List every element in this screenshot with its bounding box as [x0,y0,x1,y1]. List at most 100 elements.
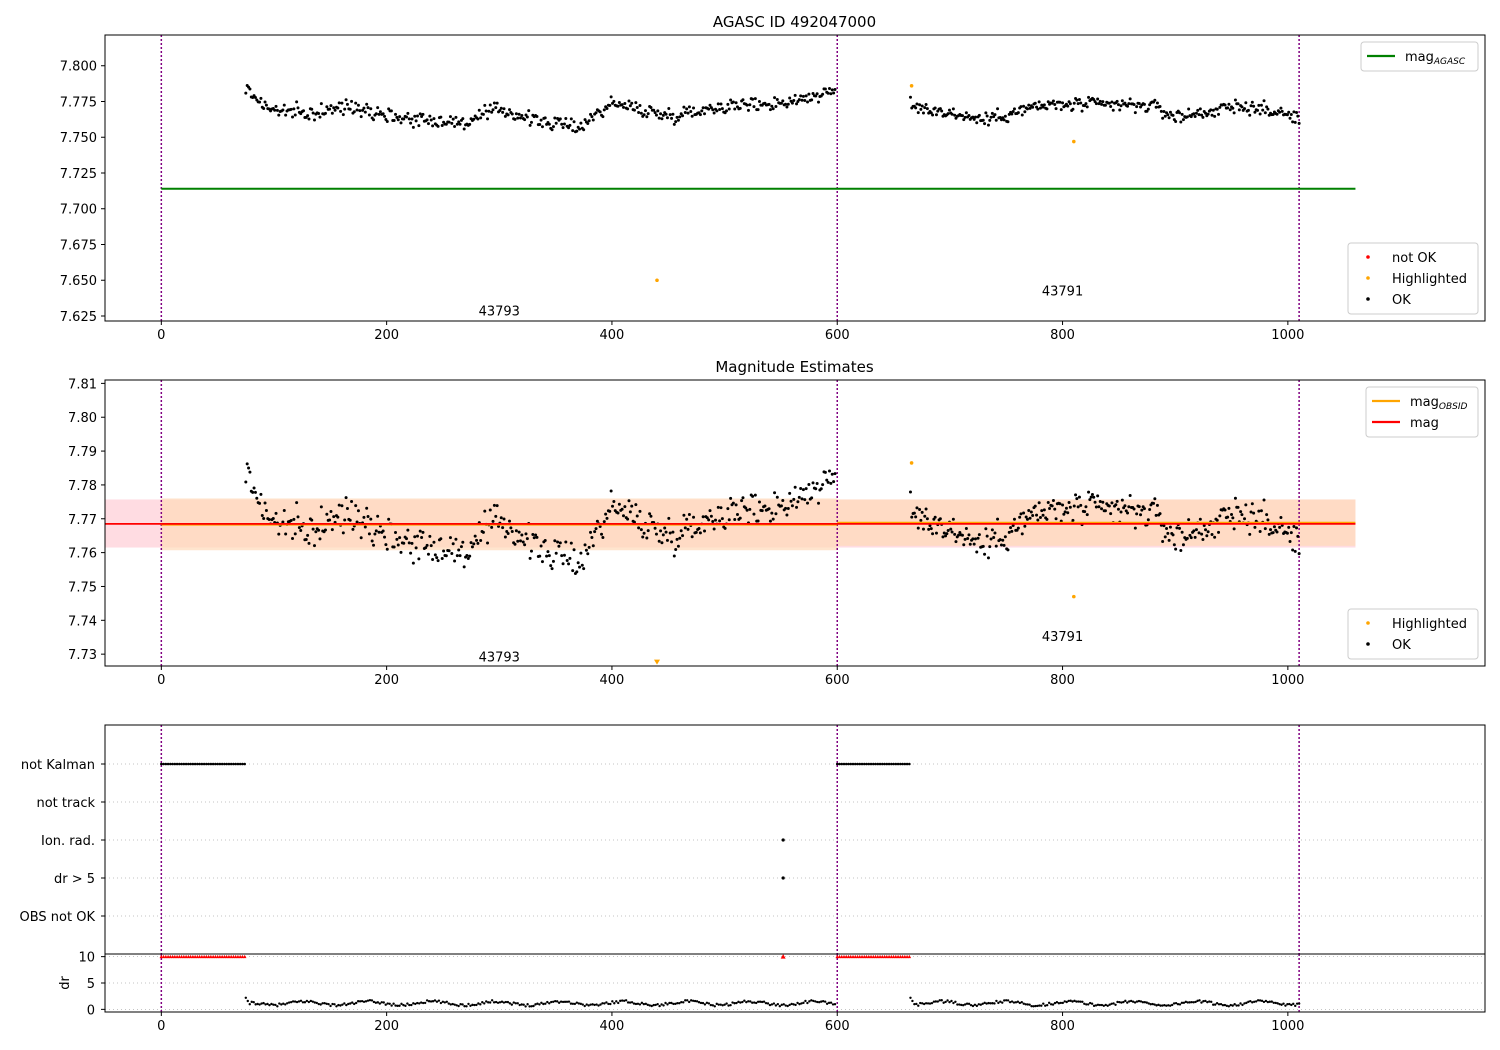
dr-point [416,1001,419,1005]
dr-point [1174,1001,1178,1005]
dr-point [335,1005,338,1008]
flag-point [205,762,208,766]
ok-point [598,525,602,529]
ok-point [307,541,311,545]
ok-point [753,493,757,497]
dr-point [942,1001,945,1004]
dr-point [934,1000,938,1003]
ok-point [1158,104,1162,108]
ok-point [1019,512,1023,516]
ok-point [333,108,337,112]
ok-point [833,88,837,92]
ok-point [560,122,564,126]
ok-point [685,107,689,111]
dr-point [1073,999,1076,1003]
ok-point [817,501,821,505]
flag-point [847,762,850,766]
ok-point [543,116,547,120]
ok-point [1201,115,1205,119]
dr-point [260,1002,263,1005]
magnitude-panel-title: Magnitude Estimates [715,358,873,376]
ok-point [1025,107,1029,111]
dr-point [1057,1002,1061,1005]
ok-point [538,554,542,558]
ok-point [1128,97,1132,101]
ok-point [508,519,512,523]
ok-point [1094,505,1098,509]
dr-point [307,1000,311,1004]
ok-point [1042,103,1046,107]
dr-clipped-marker [842,954,846,959]
ok-point [981,544,985,548]
dr-point [1196,999,1199,1003]
ok-point [954,540,958,544]
ok-point [919,107,923,111]
dr-point [427,1000,431,1003]
ok-point [1161,540,1165,544]
ok-point [960,114,964,118]
ok-point [729,496,733,500]
dr-point [1053,1001,1057,1005]
ok-point [450,551,454,555]
dr-point [1055,1001,1059,1004]
dr-point [575,1001,579,1004]
ok-point [1198,517,1202,521]
flag-point [862,762,866,766]
dr-point [733,1002,736,1005]
flag-point [232,762,235,766]
ok-point [392,545,396,549]
ok-point [396,543,400,547]
flag-point [890,762,893,766]
dr-point [735,1001,738,1005]
ok-point [635,514,639,518]
ok-point [616,511,620,515]
ok-point [797,98,801,102]
dr-point [548,1002,551,1005]
ok-point [683,526,687,530]
ok-point [439,537,443,541]
y-tick-label: 10 [78,951,95,966]
dr-point [291,1000,295,1003]
dr-point [378,1002,382,1005]
dr-point [1059,1001,1063,1005]
dr-point [571,1002,575,1005]
dr-clipped-marker [213,954,218,959]
ok-point [1188,533,1192,537]
ok-point [1079,101,1083,105]
dr-point [1247,1000,1250,1004]
ok-point [919,518,923,522]
ok-point [963,537,967,541]
ok-point [567,562,571,566]
dr-point [909,996,912,999]
ok-point [990,528,994,532]
ok-point [690,535,694,539]
ok-point [411,125,415,129]
ok-point [645,536,649,540]
ok-point [1072,101,1076,105]
ok-point [373,532,377,536]
dr-point [766,1002,770,1005]
dr-point [798,1002,801,1006]
ok-point [575,570,579,574]
ok-point [1209,108,1213,112]
dr-point [1028,1003,1031,1006]
dr-point [345,1003,348,1007]
ok-point [971,115,975,119]
flag-point [162,762,165,766]
dr-clipped-marker [179,954,184,959]
ok-point [657,539,661,543]
ok-point [1278,525,1282,529]
ok-point [698,113,702,117]
ok-point [775,98,779,102]
dr-clipped-marker [894,954,898,959]
ok-point [569,541,573,545]
dr-point [1131,1000,1135,1003]
dr-point [394,1004,397,1007]
ok-point [1110,100,1114,104]
ok-point [638,509,642,513]
ok-point [462,565,466,569]
dr-point [989,1002,992,1005]
dr-point [686,999,689,1002]
ok-point [455,554,459,558]
ok-point [770,511,774,515]
